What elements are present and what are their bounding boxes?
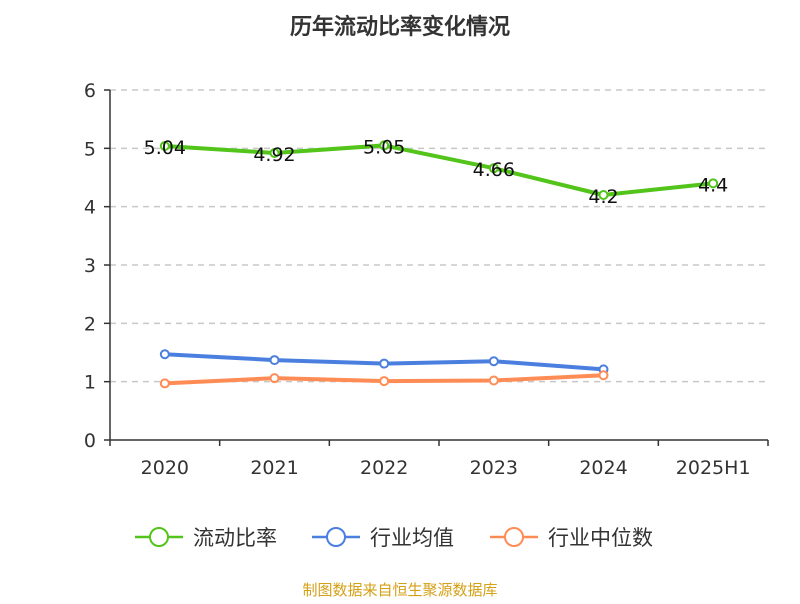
data-point[interactable] <box>708 178 719 189</box>
data-point[interactable] <box>269 148 280 158</box>
data-point[interactable] <box>488 375 499 386</box>
y-tick-label: 5 <box>84 138 96 160</box>
legend-marker[interactable] <box>149 527 169 547</box>
data-point[interactable] <box>269 373 280 384</box>
legend-label[interactable]: 行业均值 <box>370 526 454 550</box>
y-tick-label: 0 <box>84 430 96 452</box>
data-point[interactable] <box>159 378 170 389</box>
source-note: 制图数据来自恒生聚源数据库 <box>302 581 497 599</box>
data-label: 5.04 <box>144 137 186 159</box>
data-label: 5.05 <box>363 136 405 158</box>
y-tick-label: 3 <box>84 255 96 277</box>
series-line <box>164 143 714 197</box>
data-label: 4.66 <box>473 159 515 181</box>
data-point[interactable] <box>379 376 390 387</box>
chart-title: 历年流动比率变化情况 <box>290 14 510 40</box>
data-point[interactable] <box>159 349 170 360</box>
y-tick-label: 6 <box>84 80 96 102</box>
data-label: 4.4 <box>698 174 728 196</box>
legend-marker[interactable] <box>326 527 346 547</box>
x-tick-label: 2024 <box>579 457 627 479</box>
data-point[interactable] <box>488 356 499 367</box>
legend-label[interactable]: 流动比率 <box>193 526 277 550</box>
data-label: 4.2 <box>588 186 618 208</box>
data-label: 4.92 <box>253 144 295 166</box>
x-tick-label: 2022 <box>360 457 408 479</box>
legend-label[interactable]: 行业中位数 <box>548 526 653 550</box>
data-point[interactable] <box>379 140 390 151</box>
x-tick-label: 2020 <box>141 457 189 479</box>
y-tick-label: 4 <box>84 197 96 219</box>
data-point[interactable] <box>379 358 390 369</box>
x-tick-label: 2023 <box>470 457 518 479</box>
x-tick-label: 2025H1 <box>676 457 751 479</box>
data-point[interactable] <box>598 190 609 200</box>
data-point[interactable] <box>488 163 499 174</box>
y-tick-label: 1 <box>84 372 96 394</box>
legend-marker[interactable] <box>504 527 524 547</box>
data-point[interactable] <box>598 370 609 381</box>
data-point[interactable] <box>269 355 280 366</box>
y-tick-label: 2 <box>84 313 96 335</box>
data-point[interactable] <box>159 141 170 151</box>
x-tick-label: 2021 <box>250 457 298 479</box>
